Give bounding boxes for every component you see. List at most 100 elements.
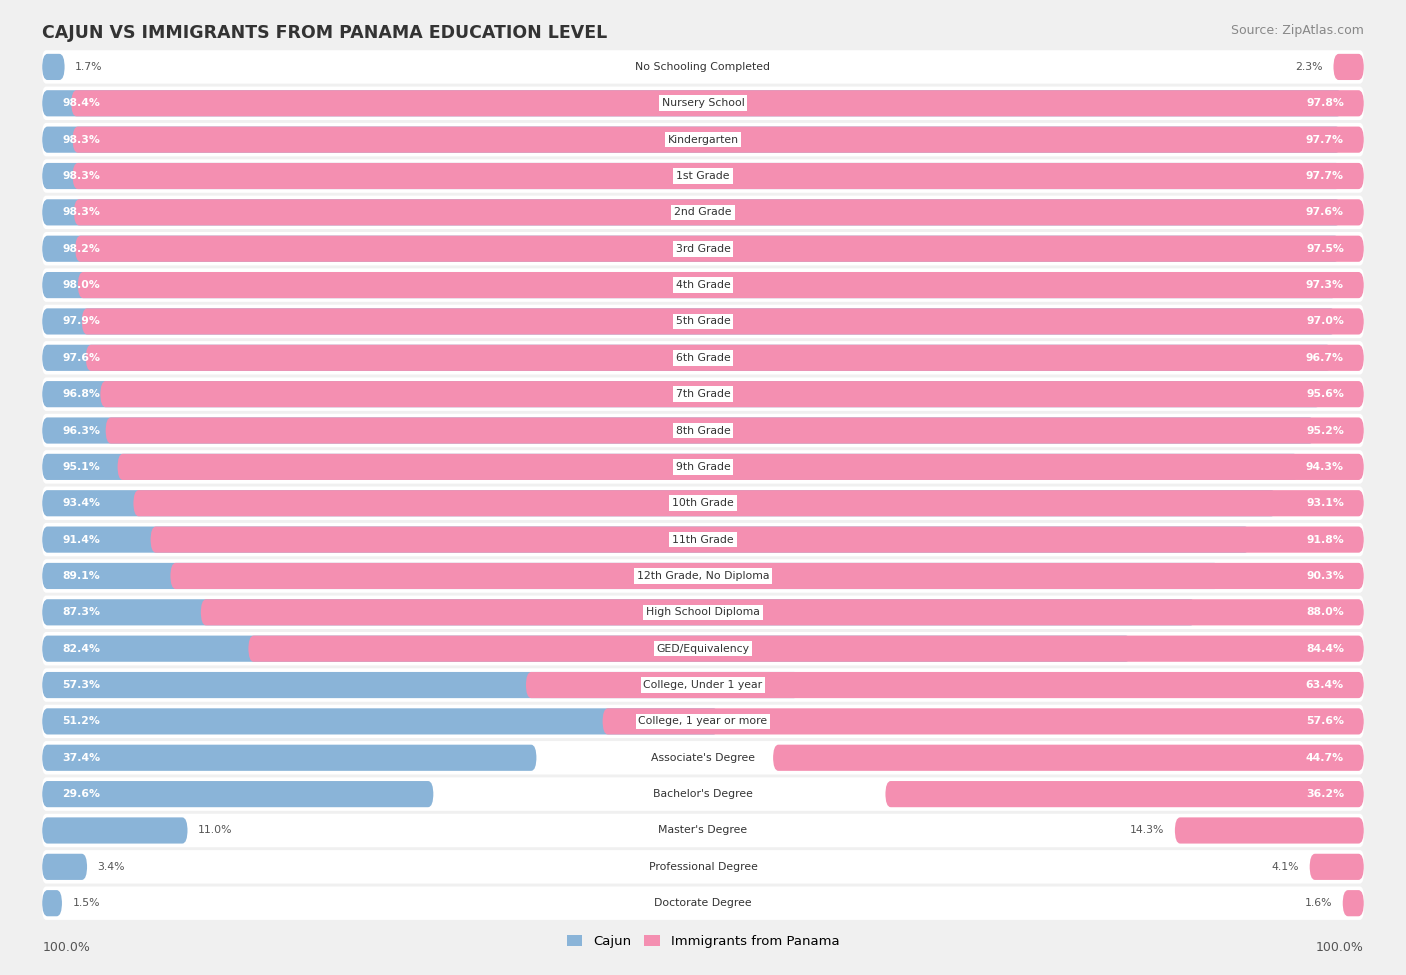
Text: Source: ZipAtlas.com: Source: ZipAtlas.com [1230, 24, 1364, 37]
FancyBboxPatch shape [42, 54, 65, 80]
Text: 10th Grade: 10th Grade [672, 498, 734, 508]
FancyBboxPatch shape [76, 236, 1364, 262]
FancyBboxPatch shape [249, 636, 1364, 662]
Text: Kindergarten: Kindergarten [668, 135, 738, 144]
FancyBboxPatch shape [42, 272, 1337, 298]
FancyBboxPatch shape [42, 668, 1364, 702]
FancyBboxPatch shape [73, 127, 1364, 153]
FancyBboxPatch shape [42, 268, 1364, 302]
Text: 63.4%: 63.4% [1306, 680, 1344, 690]
FancyBboxPatch shape [1309, 854, 1364, 879]
Text: 95.1%: 95.1% [62, 462, 100, 472]
Text: Master's Degree: Master's Degree [658, 826, 748, 836]
Text: 1.5%: 1.5% [73, 898, 100, 908]
Text: 100.0%: 100.0% [42, 941, 90, 954]
FancyBboxPatch shape [42, 600, 1197, 625]
Text: 98.3%: 98.3% [62, 208, 100, 217]
FancyBboxPatch shape [42, 236, 1340, 262]
Text: 98.0%: 98.0% [62, 280, 100, 291]
FancyBboxPatch shape [42, 850, 1364, 883]
FancyBboxPatch shape [42, 123, 1364, 156]
Text: 1.6%: 1.6% [1305, 898, 1331, 908]
FancyBboxPatch shape [42, 886, 1364, 920]
FancyBboxPatch shape [42, 745, 537, 771]
Text: 6th Grade: 6th Grade [676, 353, 730, 363]
FancyBboxPatch shape [73, 163, 1364, 189]
Text: 51.2%: 51.2% [62, 717, 100, 726]
FancyBboxPatch shape [72, 91, 1364, 116]
FancyBboxPatch shape [42, 127, 1341, 153]
FancyBboxPatch shape [105, 417, 1364, 444]
FancyBboxPatch shape [42, 890, 62, 916]
Text: 2nd Grade: 2nd Grade [675, 208, 731, 217]
Text: 37.4%: 37.4% [62, 753, 100, 762]
FancyBboxPatch shape [42, 453, 1299, 480]
Text: 36.2%: 36.2% [1306, 789, 1344, 800]
FancyBboxPatch shape [134, 490, 1364, 517]
FancyBboxPatch shape [1343, 890, 1364, 916]
FancyBboxPatch shape [100, 381, 1364, 408]
Text: 1st Grade: 1st Grade [676, 171, 730, 181]
FancyBboxPatch shape [42, 308, 1336, 334]
Text: No Schooling Completed: No Schooling Completed [636, 62, 770, 72]
FancyBboxPatch shape [42, 563, 1220, 589]
Text: 96.8%: 96.8% [62, 389, 100, 399]
Text: 98.3%: 98.3% [62, 171, 100, 181]
Text: 97.7%: 97.7% [1306, 171, 1344, 181]
FancyBboxPatch shape [42, 413, 1364, 448]
FancyBboxPatch shape [170, 563, 1364, 589]
Text: 3.4%: 3.4% [97, 862, 125, 872]
Text: Professional Degree: Professional Degree [648, 862, 758, 872]
Text: 95.2%: 95.2% [1306, 425, 1344, 436]
Text: 2.3%: 2.3% [1295, 62, 1323, 72]
FancyBboxPatch shape [42, 741, 1364, 774]
FancyBboxPatch shape [201, 600, 1364, 625]
Text: 82.4%: 82.4% [62, 644, 100, 653]
Text: Associate's Degree: Associate's Degree [651, 753, 755, 762]
Text: 98.4%: 98.4% [62, 98, 100, 108]
FancyBboxPatch shape [42, 232, 1364, 265]
FancyBboxPatch shape [42, 636, 1132, 662]
Text: 98.3%: 98.3% [62, 135, 100, 144]
Text: 84.4%: 84.4% [1306, 644, 1344, 653]
FancyBboxPatch shape [42, 814, 1364, 847]
FancyBboxPatch shape [42, 596, 1364, 629]
Text: GED/Equivalency: GED/Equivalency [657, 644, 749, 653]
FancyBboxPatch shape [886, 781, 1364, 807]
FancyBboxPatch shape [603, 708, 1364, 734]
Text: 97.7%: 97.7% [1306, 135, 1344, 144]
FancyBboxPatch shape [42, 417, 1315, 444]
Text: 44.7%: 44.7% [1306, 753, 1344, 762]
FancyBboxPatch shape [42, 450, 1364, 484]
Text: 57.6%: 57.6% [1306, 717, 1344, 726]
Text: 1.7%: 1.7% [76, 62, 103, 72]
Text: 29.6%: 29.6% [62, 789, 100, 800]
Text: 97.3%: 97.3% [1306, 280, 1344, 291]
Text: 91.4%: 91.4% [62, 534, 100, 545]
FancyBboxPatch shape [42, 708, 718, 734]
Text: 89.1%: 89.1% [62, 571, 100, 581]
Text: 93.1%: 93.1% [1306, 498, 1344, 508]
FancyBboxPatch shape [42, 523, 1364, 557]
FancyBboxPatch shape [42, 672, 800, 698]
FancyBboxPatch shape [42, 560, 1364, 593]
FancyBboxPatch shape [42, 381, 1322, 408]
FancyBboxPatch shape [526, 672, 1364, 698]
Text: 97.6%: 97.6% [62, 353, 100, 363]
FancyBboxPatch shape [86, 345, 1364, 370]
FancyBboxPatch shape [42, 159, 1364, 193]
FancyBboxPatch shape [42, 341, 1364, 374]
Text: College, Under 1 year: College, Under 1 year [644, 680, 762, 690]
FancyBboxPatch shape [42, 817, 187, 843]
Text: 87.3%: 87.3% [62, 607, 100, 617]
FancyBboxPatch shape [42, 705, 1364, 738]
Text: 57.3%: 57.3% [62, 680, 100, 690]
FancyBboxPatch shape [82, 308, 1364, 334]
Text: 4th Grade: 4th Grade [676, 280, 730, 291]
Text: Bachelor's Degree: Bachelor's Degree [652, 789, 754, 800]
FancyBboxPatch shape [42, 345, 1331, 370]
Text: Nursery School: Nursery School [662, 98, 744, 108]
Text: 98.2%: 98.2% [62, 244, 100, 254]
FancyBboxPatch shape [1175, 817, 1364, 843]
Text: College, 1 year or more: College, 1 year or more [638, 717, 768, 726]
